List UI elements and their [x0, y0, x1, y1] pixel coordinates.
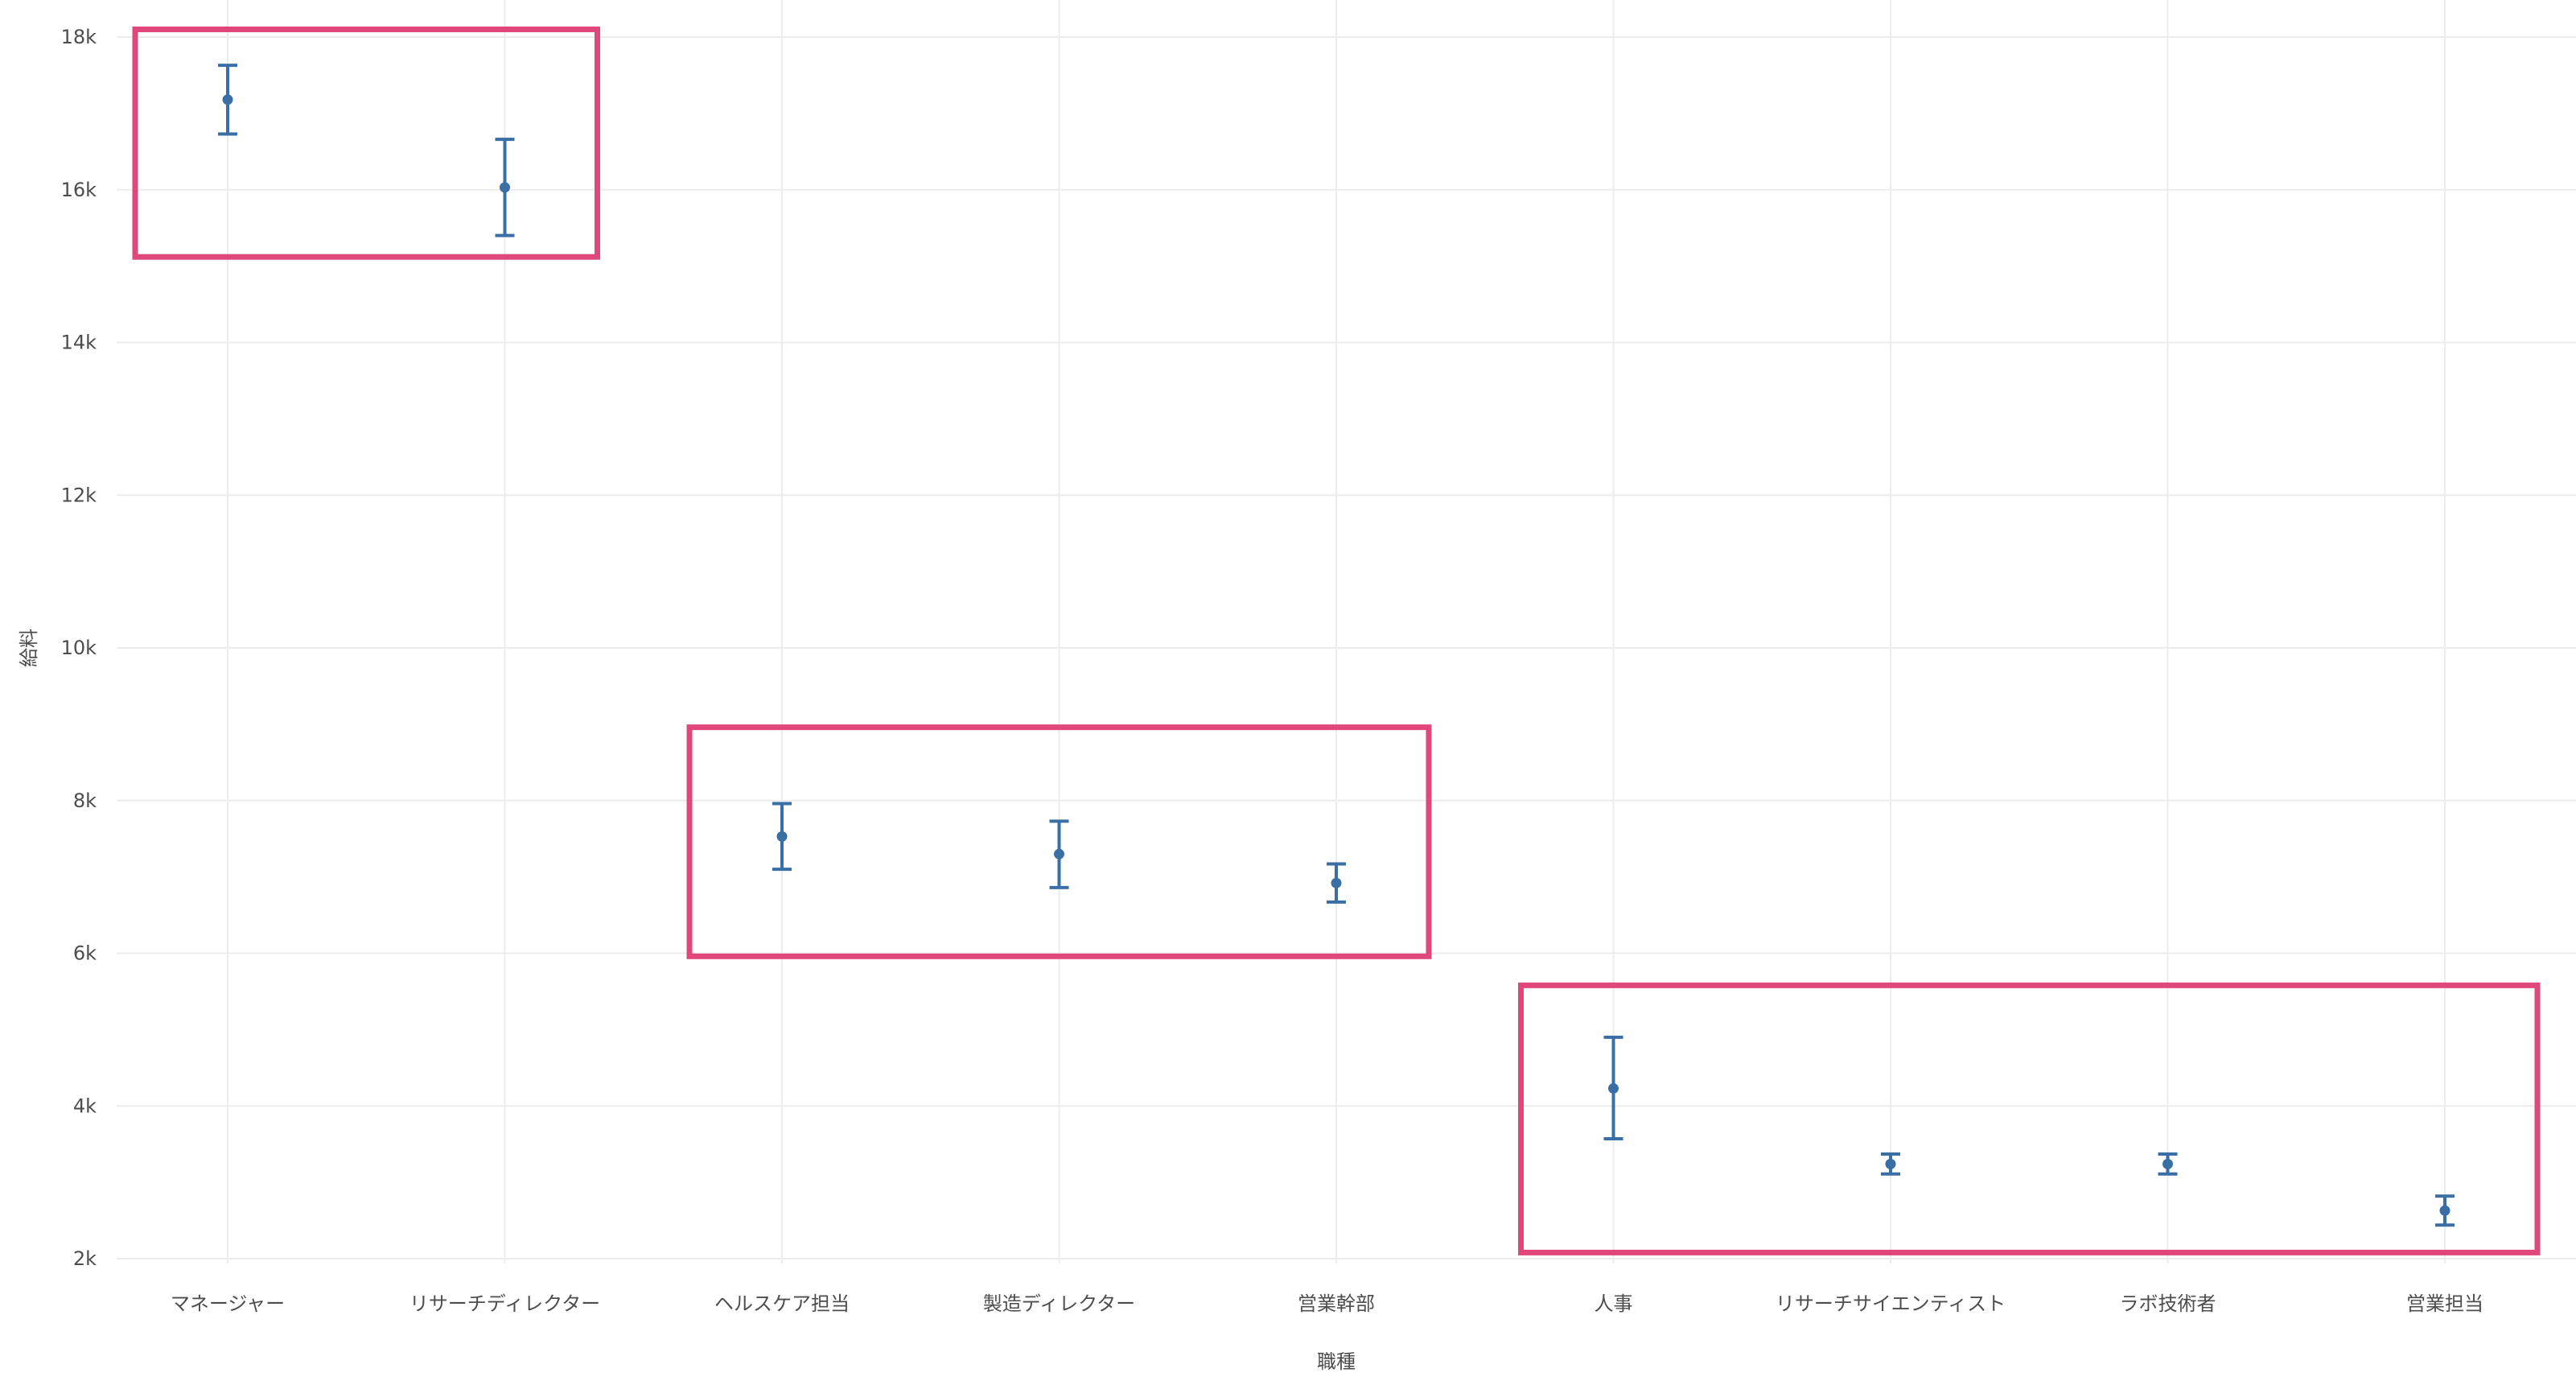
errorbar-mark — [218, 64, 237, 136]
x-tick-label: 営業幹部 — [1298, 1292, 1375, 1315]
mean-point — [2162, 1158, 2173, 1169]
x-tick-label: リサーチサイエンティスト — [1776, 1292, 2006, 1315]
errorbar-mark — [495, 138, 515, 237]
mean-point — [500, 182, 510, 193]
y-axis-ticks: 2k 4k 6k 8k 10k 12k 14k 16k 18k — [61, 26, 97, 1270]
errorbar-mark — [772, 802, 792, 872]
x-axis-ticks: マネージャー リサーチディレクター ヘルスケア担当 製造ディレクター 営業幹部 人事 リサー… — [171, 1292, 2483, 1315]
mean-point — [1054, 848, 1064, 860]
mean-point — [1885, 1158, 1896, 1169]
y-tick-label: 12k — [61, 484, 97, 506]
x-tick-label: 人事 — [1595, 1292, 1633, 1315]
x-tick-label: リサーチディレクター — [409, 1292, 600, 1315]
y-tick-label: 6k — [73, 942, 97, 965]
grid-layer — [117, 0, 2576, 1264]
x-tick-label: 製造ディレクター — [983, 1292, 1135, 1315]
y-tick-label: 18k — [61, 26, 97, 48]
x-axis-title: 職種 — [1317, 1350, 1356, 1373]
y-tick-label: 8k — [73, 789, 97, 812]
y-tick-label: 2k — [73, 1247, 97, 1270]
y-axis-title: 給料 — [18, 629, 40, 667]
x-tick-label: ラボ技術者 — [2120, 1292, 2216, 1315]
y-tick-label: 4k — [73, 1094, 97, 1117]
mean-point — [2439, 1205, 2450, 1216]
x-tick-label: マネージャー — [171, 1292, 285, 1315]
mean-point — [222, 94, 233, 105]
errorbar-mark — [2158, 1152, 2178, 1176]
highlight-box — [1518, 982, 2541, 1255]
mean-point — [1331, 877, 1342, 888]
errorbar-mark — [1603, 1035, 1623, 1141]
errorbar-mark — [1049, 819, 1069, 889]
highlight-box — [686, 724, 1432, 959]
errorbar-mark — [2435, 1194, 2455, 1227]
y-tick-label: 14k — [61, 332, 97, 354]
highlight-boxes — [132, 27, 2541, 1255]
x-tick-label: ヘルスケア担当 — [714, 1292, 850, 1315]
mean-point — [1608, 1082, 1619, 1094]
errorbar-series — [218, 64, 2455, 1227]
errorbar-mark — [1327, 862, 1346, 904]
x-tick-label: 営業担当 — [2406, 1292, 2483, 1315]
mean-point — [776, 831, 788, 842]
highlight-box — [132, 27, 600, 260]
errorbar-mark — [1881, 1152, 1900, 1176]
y-tick-label: 16k — [61, 179, 97, 201]
y-tick-label: 10k — [61, 637, 97, 659]
